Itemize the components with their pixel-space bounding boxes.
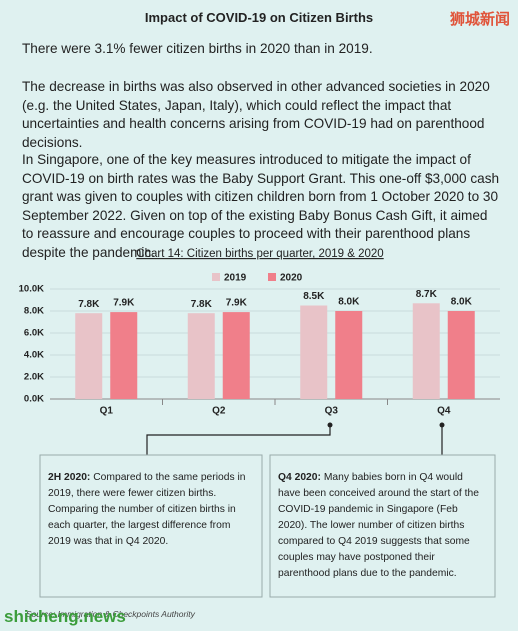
watermark: 狮城新闻 <box>449 11 510 28</box>
source: Source: Immigration & Checkpoints Author… <box>26 609 195 619</box>
bar <box>222 312 250 399</box>
note-lead: Q4 2020: <box>278 472 321 483</box>
value-label: 8.0K <box>451 297 473 308</box>
bracket <box>146 425 443 455</box>
bar <box>300 305 328 399</box>
bar <box>187 313 215 399</box>
title: Impact of COVID-19 on Citizen Births <box>144 10 374 25</box>
value-label: 7.8K <box>78 299 100 310</box>
watermark: shicheng.news <box>4 607 126 626</box>
bar <box>447 311 475 399</box>
chart-title: Chart 14: Citizen births per quarter, 20… <box>136 248 383 260</box>
bar <box>412 303 440 399</box>
legend-swatch <box>212 273 220 281</box>
y-tick-label: 4.0K <box>24 350 44 361</box>
legend-swatch <box>268 273 276 281</box>
value-label: 7.8K <box>191 299 213 310</box>
value-label: 7.9K <box>113 298 135 309</box>
y-tick-label: 2.0K <box>24 372 44 383</box>
x-tick-label: Q2 <box>212 406 226 417</box>
dot <box>327 422 333 428</box>
note-box <box>269 454 496 598</box>
note: 2H 2020: Compared to the same periods in… <box>48 470 252 550</box>
note: Q4 2020: Many babies born in Q4 would ha… <box>278 470 488 582</box>
bar <box>110 312 138 399</box>
y-tick-label: 6.0K <box>24 328 44 339</box>
x-tick-label: Q4 <box>437 406 451 417</box>
bar <box>335 311 363 399</box>
value-label: 8.0K <box>338 297 360 308</box>
bar <box>75 313 103 399</box>
y-tick-label: 0.0K <box>24 394 44 405</box>
note-text: Many babies born in Q4 would have been c… <box>278 472 479 579</box>
paragraph: In Singapore, one of the key measures in… <box>22 152 500 260</box>
paragraph: There were 3.1% fewer citizen births in … <box>22 41 373 56</box>
legend-label: 2019 <box>224 273 247 284</box>
value-label: 7.9K <box>226 298 248 309</box>
dot <box>439 422 445 428</box>
x-tick-label: Q3 <box>325 406 339 417</box>
value-label: 8.5K <box>303 291 325 302</box>
note-box <box>39 454 263 598</box>
note-lead: 2H 2020: <box>48 472 91 483</box>
x-tick-label: Q1 <box>100 406 114 417</box>
note-text: Compared to the same periods in 2019, th… <box>48 472 246 547</box>
y-tick-label: 10.0K <box>19 284 44 295</box>
legend-label: 2020 <box>280 273 303 284</box>
value-label: 8.7K <box>416 289 438 300</box>
y-tick-label: 8.0K <box>24 306 44 317</box>
paragraph: The decrease in births was also observed… <box>22 79 490 150</box>
